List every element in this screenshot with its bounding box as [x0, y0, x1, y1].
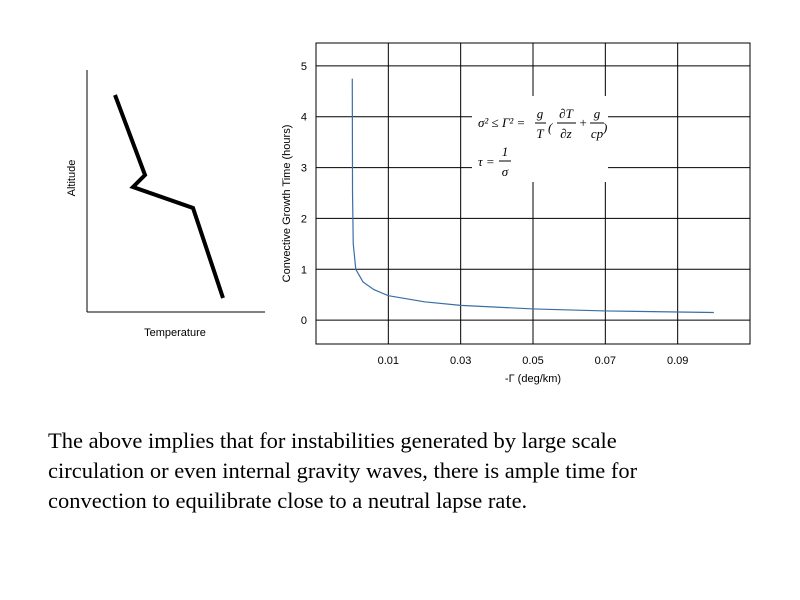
- plot-border: [315, 42, 751, 345]
- left-y-label: Altitude: [66, 160, 78, 197]
- equation-text: σ: [502, 164, 509, 179]
- equation-text: cp: [591, 126, 604, 141]
- equation-text: ∂z: [560, 126, 571, 141]
- equation-text: 1: [502, 144, 509, 159]
- x-tick-label: 0.03: [450, 355, 471, 367]
- data-line: [351, 78, 714, 314]
- x-tick-label: 0.05: [522, 355, 543, 367]
- x-tick-label: 0.01: [378, 355, 399, 367]
- y-tick-label: 0: [301, 315, 307, 327]
- equation-text: +: [579, 115, 588, 130]
- equation-text: σ² ≤ Γ² =: [478, 115, 525, 130]
- left-x-label: Temperature: [144, 327, 206, 339]
- y-tick-label: 5: [301, 61, 307, 73]
- temperature-profile: [113, 94, 225, 299]
- y-tick-label: 1: [301, 264, 307, 276]
- equation-text: g: [594, 106, 601, 121]
- y-tick-label: 3: [301, 163, 307, 175]
- y-axis-label: Convective Growth Time (hours): [281, 125, 293, 283]
- x-tick-label: 0.07: [595, 355, 616, 367]
- x-axis-label: -Γ (deg/km): [505, 373, 561, 385]
- equation-text: τ =: [478, 154, 495, 169]
- equation-text: g: [537, 106, 544, 121]
- text-line: circulation or even internal gravity wav…: [48, 458, 638, 483]
- y-tick-label: 4: [301, 112, 307, 124]
- body-text: The above implies that for instabilities…: [48, 426, 637, 516]
- equation-text: ∂T: [559, 106, 573, 121]
- equation-box: [472, 96, 608, 182]
- paren: (: [548, 120, 553, 135]
- text-line: The above implies that for instabilities…: [48, 428, 617, 453]
- x-tick-label: 0.09: [667, 355, 688, 367]
- paren: ): [602, 120, 607, 135]
- equation-text: T: [536, 126, 544, 141]
- text-line: convection to equilibrate close to a neu…: [48, 488, 528, 513]
- y-tick-label: 2: [301, 213, 307, 225]
